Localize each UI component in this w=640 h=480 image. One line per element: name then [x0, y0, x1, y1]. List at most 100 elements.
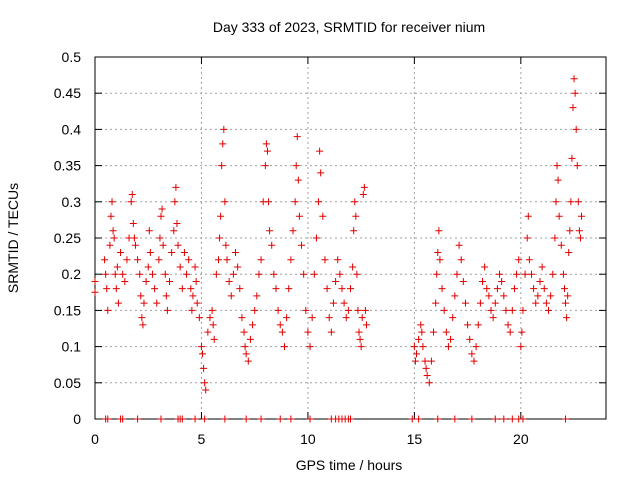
- data-point: [200, 364, 208, 372]
- data-point: [110, 234, 118, 242]
- data-point: [468, 350, 476, 358]
- x-tick-label: 10: [300, 431, 316, 447]
- data-point: [354, 306, 362, 314]
- data-point: [151, 285, 159, 293]
- data-point: [130, 234, 138, 242]
- y-tick-label: 0.4: [62, 121, 82, 137]
- data-point: [253, 292, 261, 300]
- data-point: [338, 285, 346, 293]
- x-tick-label: 20: [513, 431, 529, 447]
- data-point: [508, 415, 516, 423]
- data-point: [340, 299, 348, 307]
- data-point: [148, 270, 156, 278]
- data-point: [419, 343, 427, 351]
- data-point: [573, 162, 581, 170]
- data-point: [201, 415, 209, 423]
- data-point: [187, 285, 195, 293]
- data-point: [162, 292, 170, 300]
- data-point: [139, 321, 147, 329]
- tick-labels: 0 0.05 0.1 0.15 0.2 0.25 0.3 0.35 0.4 0.45 0.5 0 5 10…: [54, 49, 529, 447]
- data-point: [435, 227, 443, 235]
- data-point: [283, 314, 291, 322]
- data-point: [417, 321, 425, 329]
- data-point: [251, 306, 259, 314]
- grid: [95, 57, 606, 419]
- data-point: [119, 415, 127, 423]
- data-point: [434, 248, 442, 256]
- data-point: [418, 328, 426, 336]
- data-point: [262, 140, 270, 148]
- data-point: [134, 415, 142, 423]
- data-point: [525, 256, 533, 264]
- data-point: [206, 314, 214, 322]
- data-point: [112, 285, 120, 293]
- data-point: [362, 321, 370, 329]
- data-point: [236, 285, 244, 293]
- data-point: [172, 183, 180, 191]
- data-point: [246, 335, 254, 343]
- data-points: [91, 75, 586, 423]
- data-point: [270, 270, 278, 278]
- data-point: [504, 321, 512, 329]
- data-point: [470, 357, 478, 365]
- y-tick-label: 0.45: [54, 85, 81, 101]
- data-point: [436, 256, 444, 264]
- data-point: [506, 328, 514, 336]
- data-point: [438, 285, 446, 293]
- data-point: [157, 212, 165, 220]
- data-point: [272, 285, 280, 293]
- data-point: [451, 415, 459, 423]
- data-point: [361, 306, 369, 314]
- data-point: [241, 343, 249, 351]
- data-point: [114, 299, 122, 307]
- data-point: [500, 292, 508, 300]
- data-point: [334, 256, 342, 264]
- data-point: [500, 415, 508, 423]
- data-point: [257, 415, 265, 423]
- data-point: [104, 306, 112, 314]
- data-point: [218, 162, 226, 170]
- data-point: [549, 270, 557, 278]
- data-point: [449, 314, 457, 322]
- data-point: [479, 277, 487, 285]
- data-point: [461, 299, 469, 307]
- data-point: [565, 248, 573, 256]
- data-point: [306, 415, 314, 423]
- data-point: [518, 328, 526, 336]
- data-point: [519, 415, 527, 423]
- data-point: [234, 263, 242, 271]
- data-point: [472, 343, 480, 351]
- data-point: [287, 256, 295, 264]
- data-point: [572, 125, 580, 133]
- data-point: [356, 335, 364, 343]
- data-point: [571, 89, 579, 97]
- data-point: [510, 285, 518, 293]
- data-point: [319, 212, 327, 220]
- data-point: [552, 198, 560, 206]
- data-point: [192, 277, 200, 285]
- data-point: [415, 335, 423, 343]
- data-point: [316, 147, 324, 155]
- data-point: [191, 263, 199, 271]
- data-point: [285, 285, 293, 293]
- data-point: [220, 125, 228, 133]
- data-point: [415, 415, 423, 423]
- data-point: [547, 292, 555, 300]
- data-point: [483, 285, 491, 293]
- data-point: [195, 314, 203, 322]
- data-point: [444, 343, 452, 351]
- data-point: [487, 306, 495, 314]
- data-point: [323, 285, 331, 293]
- data-point: [221, 415, 229, 423]
- data-point: [106, 241, 114, 249]
- data-point: [350, 227, 358, 235]
- data-point: [193, 299, 201, 307]
- data-point: [513, 270, 521, 278]
- data-point: [131, 241, 139, 249]
- data-point: [578, 212, 586, 220]
- data-point: [266, 227, 274, 235]
- data-point: [576, 234, 584, 242]
- data-point: [188, 306, 196, 314]
- data-point: [161, 270, 169, 278]
